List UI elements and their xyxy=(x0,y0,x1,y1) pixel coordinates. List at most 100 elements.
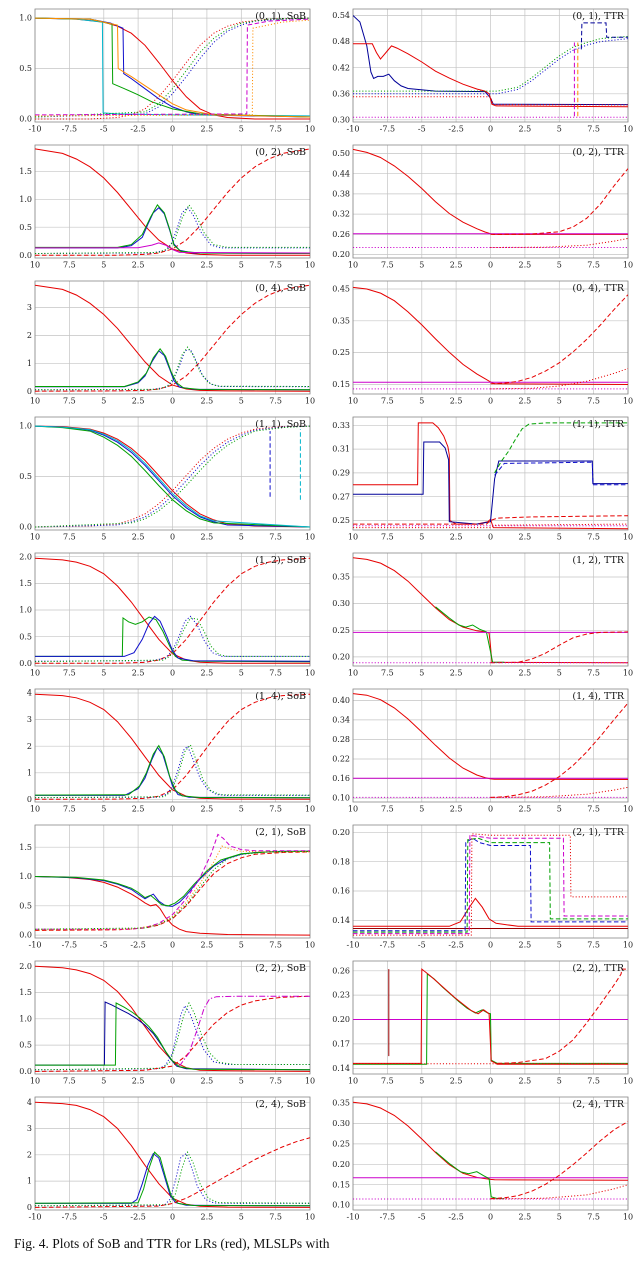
svg-text:7.5: 7.5 xyxy=(381,397,394,406)
chart-svg: 10 7.5 5 2.5 0 2.5 5 7.5 10 0.14 0.17 0.20 0.23 0.26 (… xyxy=(332,960,633,1086)
svg-text:2.5: 2.5 xyxy=(519,669,532,678)
svg-text:0.0: 0.0 xyxy=(19,931,32,940)
svg-text:0.16: 0.16 xyxy=(332,887,350,896)
svg-text:5: 5 xyxy=(557,261,562,270)
svg-text:10: 10 xyxy=(623,261,633,270)
svg-text:0: 0 xyxy=(170,1077,175,1086)
svg-text:0: 0 xyxy=(170,261,175,270)
svg-text:5: 5 xyxy=(101,533,106,542)
svg-text:0.33: 0.33 xyxy=(332,421,350,430)
svg-text:5: 5 xyxy=(419,669,424,678)
plot-1-4-sob: 10 7.5 5 2.5 0 2.5 5 7.5 10 0 1 2 3 4 (1, 4), SoB xyxy=(6,684,316,818)
svg-text:5: 5 xyxy=(239,533,244,542)
plot-0-1-sob: -10 -7.5 -5 -2.5 0 2.5 5 7.5 10 0.0 0.5 1.0 (0, 1), … xyxy=(6,4,316,138)
svg-text:0.42: 0.42 xyxy=(332,63,350,72)
svg-text:5: 5 xyxy=(239,125,244,134)
svg-text:(0, 2), TTR: (0, 2), TTR xyxy=(572,147,624,158)
chart-svg: 10 7.5 5 2.5 0 2.5 5 7.5 10 0.20 0.25 0.30 0.35 (1, 2… xyxy=(332,552,633,678)
svg-text:5: 5 xyxy=(557,1077,562,1086)
svg-text:0.16: 0.16 xyxy=(332,774,350,783)
svg-text:0.0: 0.0 xyxy=(19,523,32,532)
svg-text:7.5: 7.5 xyxy=(269,261,282,270)
svg-text:0.25: 0.25 xyxy=(332,348,350,357)
svg-text:0.5: 0.5 xyxy=(19,223,32,232)
svg-text:4: 4 xyxy=(27,1098,32,1107)
svg-text:0.32: 0.32 xyxy=(332,210,350,219)
svg-text:7.5: 7.5 xyxy=(381,1077,394,1086)
svg-text:0.50: 0.50 xyxy=(332,149,350,158)
svg-text:0: 0 xyxy=(170,805,175,814)
svg-text:0.25: 0.25 xyxy=(332,626,350,635)
svg-text:0.38: 0.38 xyxy=(332,190,350,199)
chart-svg: -10 -7.5 -5 -2.5 0 2.5 5 7.5 10 0.0 0.5 1.0 1.5 (2, 1… xyxy=(19,824,315,950)
svg-text:-7.5: -7.5 xyxy=(380,941,395,950)
chart-svg: 10 7.5 5 2.5 0 2.5 5 7.5 100.00.51.01.5(0, 2), S… xyxy=(19,144,315,270)
svg-text:0.29: 0.29 xyxy=(332,469,350,478)
svg-text:1: 1 xyxy=(27,359,32,368)
svg-text:5: 5 xyxy=(239,1077,244,1086)
svg-text:0.35: 0.35 xyxy=(332,1099,350,1108)
chart-svg: -10 -7.5 -5 -2.5 0 2.5 5 7.5 10 0.30 0.36 0.42 0.48 0… xyxy=(332,8,633,134)
svg-text:(0, 1), TTR: (0, 1), TTR xyxy=(572,11,624,22)
chart-svg: 10 7.5 5 2.5 0 2.5 5 7.5 100.00.51.01.52.0 (1, 2)… xyxy=(19,552,315,678)
svg-text:-10: -10 xyxy=(29,125,42,134)
svg-text:7.5: 7.5 xyxy=(587,397,600,406)
svg-text:2.5: 2.5 xyxy=(519,1213,532,1222)
svg-text:(2, 4), SoB: (2, 4), SoB xyxy=(255,1099,306,1110)
svg-text:(2, 4), TTR: (2, 4), TTR xyxy=(572,1099,624,1110)
svg-text:0.20: 0.20 xyxy=(332,250,350,259)
svg-text:0.0: 0.0 xyxy=(19,1067,32,1076)
svg-text:3: 3 xyxy=(27,1124,32,1133)
svg-text:-5: -5 xyxy=(100,1213,108,1222)
svg-text:5: 5 xyxy=(557,669,562,678)
svg-text:0.40: 0.40 xyxy=(332,696,350,705)
svg-text:7.5: 7.5 xyxy=(587,533,600,542)
svg-text:5: 5 xyxy=(419,1077,424,1086)
svg-text:0: 0 xyxy=(170,397,175,406)
svg-text:1.5: 1.5 xyxy=(19,988,32,997)
svg-text:10: 10 xyxy=(305,533,315,542)
svg-text:0.20: 0.20 xyxy=(332,1160,350,1169)
svg-text:7.5: 7.5 xyxy=(381,533,394,542)
svg-text:10: 10 xyxy=(305,261,315,270)
svg-text:10: 10 xyxy=(30,397,40,406)
svg-text:0.30: 0.30 xyxy=(332,115,350,124)
svg-text:0: 0 xyxy=(488,805,493,814)
svg-text:10: 10 xyxy=(305,669,315,678)
svg-text:-2.5: -2.5 xyxy=(448,941,463,950)
svg-text:0.0: 0.0 xyxy=(19,659,32,668)
svg-text:0.20: 0.20 xyxy=(332,828,350,837)
svg-text:(2, 2), SoB: (2, 2), SoB xyxy=(255,963,306,974)
svg-text:10: 10 xyxy=(305,805,315,814)
svg-text:3: 3 xyxy=(27,303,32,312)
svg-text:7.5: 7.5 xyxy=(587,941,600,950)
svg-text:7.5: 7.5 xyxy=(269,533,282,542)
svg-text:5: 5 xyxy=(239,805,244,814)
svg-text:7.5: 7.5 xyxy=(63,397,76,406)
svg-text:2.5: 2.5 xyxy=(450,1077,463,1086)
svg-text:0.30: 0.30 xyxy=(332,599,350,608)
svg-text:(0, 2), SoB: (0, 2), SoB xyxy=(255,147,306,158)
svg-text:2.5: 2.5 xyxy=(201,669,214,678)
chart-svg: -10 -7.5 -5 -2.5 0 2.5 5 7.5 10 0.10 0.15 0.20 0.25 0… xyxy=(332,1096,633,1222)
plot-1-2-ttr: 10 7.5 5 2.5 0 2.5 5 7.5 10 0.20 0.25 0.30 0.35 (1, 2… xyxy=(324,548,634,682)
svg-text:10: 10 xyxy=(348,533,358,542)
svg-text:(1, 4), TTR: (1, 4), TTR xyxy=(572,691,624,702)
svg-text:5: 5 xyxy=(419,805,424,814)
svg-text:7.5: 7.5 xyxy=(269,125,282,134)
svg-text:10: 10 xyxy=(305,1077,315,1086)
svg-text:2.5: 2.5 xyxy=(132,805,145,814)
svg-text:0: 0 xyxy=(488,941,493,950)
svg-text:10: 10 xyxy=(623,397,633,406)
svg-text:5: 5 xyxy=(101,805,106,814)
svg-text:5: 5 xyxy=(239,397,244,406)
svg-text:2: 2 xyxy=(27,331,32,340)
svg-text:0.0: 0.0 xyxy=(19,115,32,124)
svg-text:2.5: 2.5 xyxy=(450,261,463,270)
chart-svg: -10 -7.5 -5 -2.5 0 2.5 5 7.5 10 0.14 0.16 0.18 0.20 (… xyxy=(332,824,633,950)
svg-text:5: 5 xyxy=(419,261,424,270)
svg-text:10: 10 xyxy=(623,1077,633,1086)
svg-text:7.5: 7.5 xyxy=(63,261,76,270)
svg-text:7.5: 7.5 xyxy=(587,669,600,678)
